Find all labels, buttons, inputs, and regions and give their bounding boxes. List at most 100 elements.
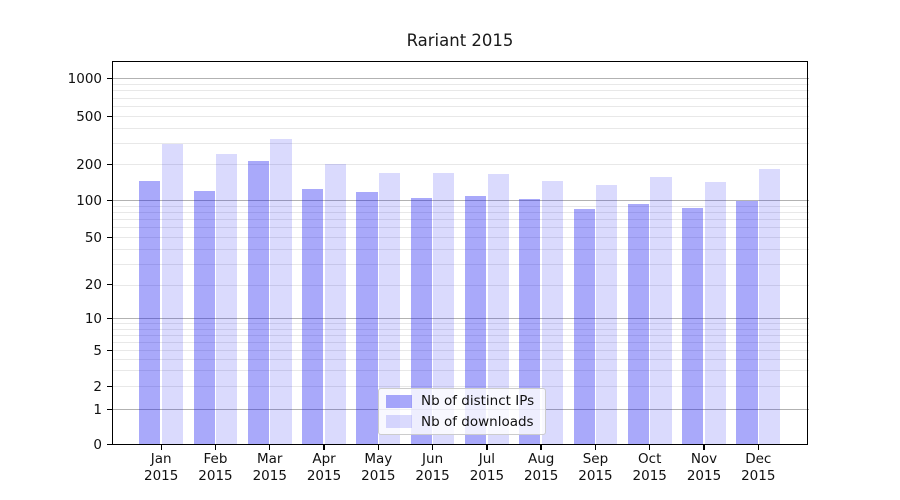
bar-downloads-may <box>379 172 401 444</box>
gridline-minor <box>112 284 809 286</box>
bar-distinct-ips-mar <box>247 161 270 444</box>
x-tick-month-apr: Apr <box>312 451 336 467</box>
bar-downloads-nov <box>704 182 726 444</box>
y-tick-label-1000: 1000 <box>67 70 102 87</box>
gridline-minor <box>112 127 809 129</box>
x-tick-month-may: May <box>364 451 393 467</box>
x-tick-month-oct: Oct <box>638 451 662 467</box>
bar-downloads-mar <box>270 138 292 444</box>
y-tick-mark-5 <box>106 349 113 351</box>
y-tick-mark-10 <box>106 317 113 320</box>
x-tick-mark-jan <box>160 444 162 450</box>
x-tick-label-may: May 2015 <box>346 451 410 484</box>
y-tick-label-10: 10 <box>84 310 102 327</box>
x-tick-label-mar: Mar 2015 <box>238 451 302 484</box>
y-tick-label-200: 200 <box>76 156 102 173</box>
y-tick-mark-50 <box>106 236 113 239</box>
x-tick-year-dec: 2015 <box>741 467 776 484</box>
x-tick-year-jul: 2015 <box>469 467 505 484</box>
y-tick-label-500: 500 <box>76 108 102 125</box>
x-tick-label-jun: Jun 2015 <box>401 451 465 484</box>
bar-distinct-ips-feb <box>193 190 215 444</box>
x-tick-month-mar: Mar <box>257 451 283 467</box>
x-tick-month-jan: Jan <box>150 451 172 467</box>
x-tick-year-oct: 2015 <box>632 467 667 484</box>
y-tick-mark-100 <box>106 199 113 201</box>
x-tick-year-jun: 2015 <box>415 467 450 484</box>
x-tick-mark-mar <box>269 444 271 450</box>
gridline-minor <box>112 116 809 117</box>
gridline-minor <box>112 350 809 351</box>
y-tick-mark-200 <box>106 163 113 165</box>
y-tick-mark-0 <box>106 443 113 446</box>
gridline-minor <box>112 328 809 330</box>
y-tick-mark-500 <box>106 115 113 117</box>
x-tick-mark-feb <box>214 444 217 450</box>
x-tick-mark-nov <box>703 444 705 450</box>
x-tick-label-jul: Jul 2015 <box>455 451 519 484</box>
gridline-minor <box>112 386 809 387</box>
y-tick-label-5: 5 <box>93 342 102 359</box>
gridline-minor <box>112 219 809 221</box>
chart-title: Rariant 2015 <box>406 31 514 50</box>
y-tick-label-50: 50 <box>84 229 102 246</box>
x-tick-label-apr: Apr 2015 <box>292 451 356 484</box>
y-tick-label-100: 100 <box>76 192 102 209</box>
legend-swatch-downloads <box>386 415 412 429</box>
gridline-minor <box>112 97 809 99</box>
x-tick-year-sep: 2015 <box>578 467 613 484</box>
x-tick-mark-sep <box>594 444 597 450</box>
y-tick-mark-1000 <box>106 77 113 79</box>
bar-distinct-ips-dec <box>736 201 758 444</box>
y-tick-mark-1 <box>106 408 113 411</box>
y-tick-label-2: 2 <box>93 378 102 395</box>
bar-distinct-ips-jun <box>410 198 432 444</box>
y-tick-label-1: 1 <box>93 401 102 418</box>
legend-label-downloads: Nb of downloads <box>421 413 534 430</box>
bar-distinct-ips-apr <box>302 189 324 444</box>
y-tick-label-20: 20 <box>84 277 102 293</box>
gridline-minor <box>112 83 809 85</box>
x-tick-mark-oct <box>649 444 651 450</box>
gridline-minor <box>112 164 809 165</box>
x-tick-year-apr: 2015 <box>306 467 342 484</box>
x-tick-month-dec: Dec <box>745 451 772 467</box>
x-tick-year-mar: 2015 <box>252 467 287 484</box>
gridline-minor <box>112 212 809 213</box>
x-tick-year-may: 2015 <box>361 467 396 484</box>
legend-label-distinct-ips: Nb of distinct IPs <box>421 393 535 410</box>
legend: Nb of distinct IPs Nb of downloads <box>378 388 546 435</box>
bar-distinct-ips-jul <box>464 195 487 444</box>
x-tick-mark-may <box>377 444 379 450</box>
x-tick-label-aug: Aug 2015 <box>509 451 573 484</box>
bar-distinct-ips-aug <box>519 198 541 444</box>
x-tick-label-nov: Nov 2015 <box>672 451 736 484</box>
plot-frame <box>112 60 808 445</box>
bar-downloads-dec <box>758 168 781 444</box>
legend-swatch-distinct-ips <box>386 394 412 408</box>
gridline-major <box>112 200 809 201</box>
x-tick-month-sep: Sep <box>582 451 609 467</box>
bar-downloads-aug <box>541 180 564 444</box>
bar-distinct-ips-jan <box>139 180 161 444</box>
bar-downloads-oct <box>650 176 672 444</box>
legend-item-distinct-ips: Nb of distinct IPs <box>386 393 545 409</box>
x-tick-year-feb: 2015 <box>198 467 233 484</box>
bar-downloads-jun <box>433 173 455 444</box>
legend-item-downloads: Nb of downloads <box>386 414 545 430</box>
x-tick-label-jan: Jan 2015 <box>129 451 193 484</box>
gridline-minor <box>112 90 809 92</box>
y-tick-label-0: 0 <box>93 436 102 453</box>
x-tick-month-jul: Jul <box>478 451 496 467</box>
gridline-minor <box>112 358 809 360</box>
gridline-minor <box>112 205 809 207</box>
x-tick-mark-jul <box>486 444 488 450</box>
bar-distinct-ips-sep <box>573 208 595 444</box>
gridline-minor <box>112 370 809 372</box>
gridline-minor <box>112 323 809 325</box>
y-tick-mark-2 <box>106 385 113 387</box>
bar-downloads-jan <box>161 144 184 444</box>
gridline-minor <box>112 334 809 336</box>
